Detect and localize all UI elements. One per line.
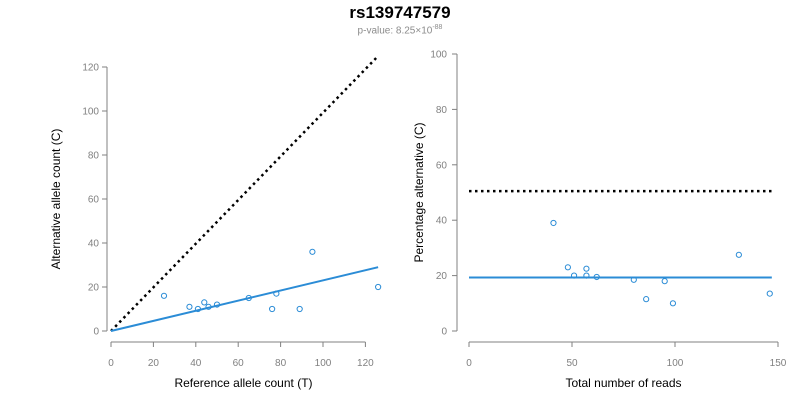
regression-line [110, 266, 379, 332]
left-scatter-panel: 0 20 40 60 80 100 120 0 20 40 60 80 100 120 Reference … [49, 55, 382, 390]
x-tick-label: 50 [566, 358, 578, 369]
data-point [630, 276, 637, 283]
data-point [766, 290, 773, 297]
y-tick-label: 120 [82, 63, 99, 74]
data-point [201, 299, 208, 306]
y-axis-label: Percentage alternative (C) [412, 122, 426, 262]
right-scatter-panel: 0 20 40 60 80 100 0 50 100 150 Total number of rea… [412, 50, 787, 391]
data-point [550, 219, 557, 227]
y-tick-label: 20 [88, 283, 100, 294]
data-point [643, 296, 650, 303]
chart-title: rs139747579 [349, 3, 451, 22]
data-point [186, 303, 193, 310]
chart-subtitle: p-value: 8.25×10-88 [0, 24, 800, 36]
reference-dotted-line [110, 55, 380, 332]
y-tick-label: 40 [436, 216, 448, 227]
pvalue-exponent: -88 [432, 24, 443, 31]
data-point [194, 305, 202, 313]
y-tick-label: 100 [82, 107, 99, 118]
data-point [269, 305, 276, 313]
data-point [735, 251, 742, 258]
y-axis-label: Alternative allele count (C) [49, 129, 63, 270]
x-tick-label: 100 [315, 358, 332, 369]
data-point [661, 278, 668, 285]
data-point [669, 300, 677, 307]
x-tick-label: 40 [190, 358, 202, 369]
y-tick-label: 80 [436, 105, 448, 116]
data-point [309, 248, 316, 255]
data-point [273, 290, 280, 297]
data-point [160, 292, 168, 299]
data-point [583, 272, 590, 279]
x-tick-label: 0 [108, 358, 114, 369]
data-point [375, 283, 382, 291]
y-tick-label: 0 [441, 327, 447, 338]
data-point [213, 301, 221, 308]
data-point [593, 273, 600, 281]
x-tick-label: 100 [667, 358, 684, 369]
pvalue-text: p-value: 8.25×10 [357, 25, 433, 37]
y-tick-label: 100 [430, 50, 447, 61]
x-tick-label: 120 [357, 358, 374, 369]
x-tick-label: 0 [466, 358, 472, 369]
data-point [245, 294, 252, 302]
data-point [570, 272, 578, 279]
x-axis-label: Total number of reads [565, 376, 681, 390]
y-tick-label: 0 [93, 327, 99, 338]
data-point [296, 305, 303, 313]
x-tick-label: 60 [233, 358, 245, 369]
x-tick-label: 80 [275, 358, 287, 369]
y-tick-label: 20 [436, 271, 448, 282]
x-tick-label: 20 [148, 358, 160, 369]
x-tick-label: 150 [770, 358, 787, 369]
y-tick-label: 80 [88, 151, 100, 162]
data-point [205, 303, 212, 310]
data-point [564, 264, 571, 271]
y-tick-label: 60 [88, 195, 100, 206]
data-point [583, 265, 590, 272]
y-tick-label: 40 [88, 239, 100, 250]
x-axis-label: Reference allele count (T) [174, 376, 312, 390]
y-tick-label: 60 [436, 160, 448, 171]
